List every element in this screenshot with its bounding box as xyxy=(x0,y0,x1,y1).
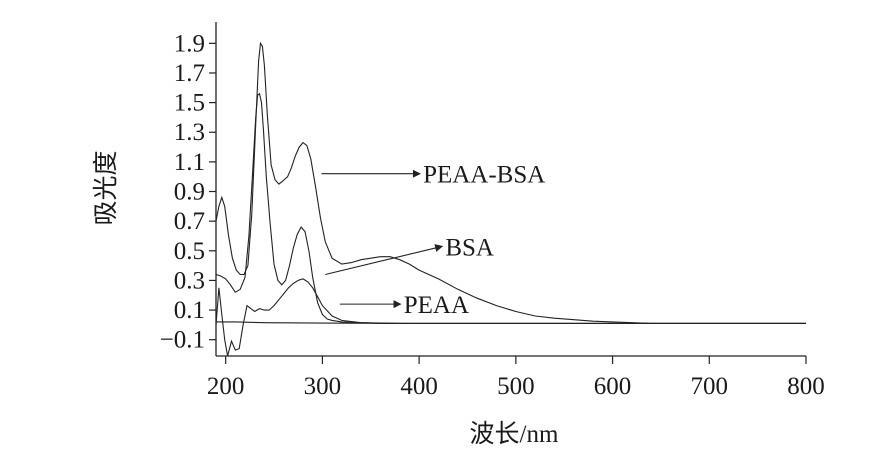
y-tick-label: 0.5 xyxy=(174,238,205,265)
y-tick-label: 0.1 xyxy=(174,297,205,324)
series-line xyxy=(216,92,806,324)
x-tick-label: 200 xyxy=(207,373,245,400)
y-tick-label: 1.1 xyxy=(174,149,205,176)
x-tick-label: 600 xyxy=(594,373,632,400)
series-line xyxy=(216,321,806,324)
x-tick-label: 500 xyxy=(497,373,535,400)
y-axis-title: 吸光度 xyxy=(92,150,120,225)
annotation-label: PEAA-BSA xyxy=(423,162,545,189)
y-tick-label: 0.7 xyxy=(174,208,205,235)
series-line xyxy=(216,41,806,324)
series-line xyxy=(216,278,806,356)
y-tick-label: −0.1 xyxy=(160,327,205,354)
y-tick-label: 1.9 xyxy=(174,30,205,57)
x-axis-title: 波长/nm xyxy=(470,420,559,448)
y-tick-label: 1.7 xyxy=(174,60,205,87)
annotation-label: BSA xyxy=(445,234,494,261)
annotation-label: PEAA xyxy=(404,292,469,319)
x-tick-label: 800 xyxy=(787,373,825,400)
annotation-layer: PEAA-BSA BSA PEAA xyxy=(321,162,545,319)
x-tick-label: 300 xyxy=(304,373,342,400)
y-tick-label: 0.9 xyxy=(174,179,205,206)
y-tick-label: 1.5 xyxy=(174,90,205,117)
annotation-arrow xyxy=(325,244,444,276)
x-tick-label: 700 xyxy=(691,373,729,400)
y-tick-label: 0.3 xyxy=(174,267,205,294)
series-layer xyxy=(216,41,806,356)
y-tick-label: 1.3 xyxy=(174,119,205,146)
x-tick-label: 400 xyxy=(400,373,438,400)
